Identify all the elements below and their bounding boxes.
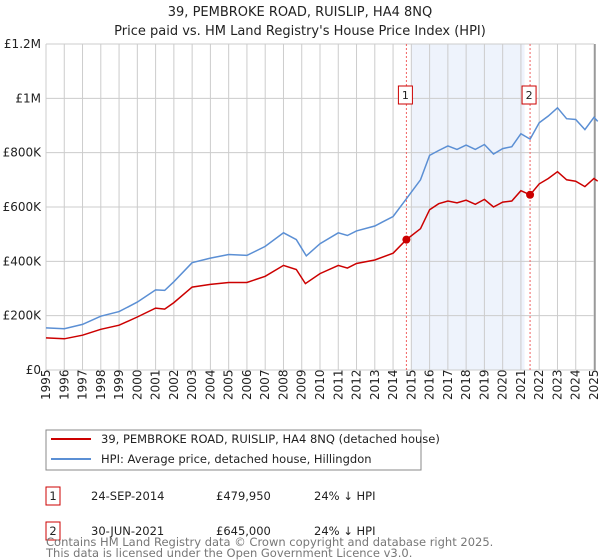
- x-tick-label: 2010: [313, 369, 327, 400]
- legend: 39, PEMBROKE ROAD, RUISLIP, HA4 8NQ (det…: [45, 429, 440, 471]
- x-tick-label: 2012: [350, 369, 364, 400]
- sale-price: £479,950: [216, 489, 271, 503]
- sale-row-2: 2 30-JUN-2021 £645,000 24% ↓ HPI: [45, 521, 375, 541]
- x-tick-label: 2025: [587, 369, 600, 400]
- sale-marker-label: 2: [526, 89, 533, 102]
- series-line-property: [45, 170, 599, 340]
- chart-title: 39, PEMBROKE ROAD, RUISLIP, HA4 8NQ: [168, 5, 432, 20]
- x-tick-label: 2015: [404, 369, 418, 400]
- legend-label-hpi: HPI: Average price, detached house, Hill…: [101, 452, 372, 466]
- x-tick-label: 2008: [276, 369, 290, 400]
- x-tick-label: 2001: [149, 369, 163, 400]
- footer-licence: This data is licensed under the Open Gov…: [45, 546, 412, 560]
- x-tick-label: 2002: [167, 369, 181, 400]
- y-tick-label: £800K: [3, 146, 43, 160]
- sale-point: [526, 190, 535, 199]
- x-tick-label: 1997: [76, 369, 90, 400]
- sale-date: 24-SEP-2014: [91, 489, 164, 503]
- y-tick-label: £1.2M: [4, 37, 41, 51]
- x-tick-label: 1999: [112, 369, 126, 400]
- x-tick-label: 2020: [496, 369, 510, 400]
- sales-table: 1 24-SEP-2014 £479,950 24% ↓ HPI 2 30-JU…: [45, 486, 375, 541]
- x-tick-label: 1998: [94, 369, 108, 400]
- chart-subtitle: Price paid vs. HM Land Registry's House …: [114, 24, 486, 39]
- y-tick-label: £200K: [3, 309, 43, 323]
- x-tick-label: 2017: [441, 369, 455, 400]
- x-tick-label: 2003: [185, 369, 199, 400]
- x-tick-label: 2023: [550, 369, 564, 400]
- sale-point: [402, 235, 411, 244]
- sale-number: 1: [49, 489, 56, 503]
- x-tick-label: 2022: [532, 369, 546, 400]
- x-tick-label: 2004: [203, 369, 217, 400]
- footer-copyright: Contains HM Land Registry data © Crown c…: [46, 535, 493, 549]
- sale-marker-label: 1: [402, 89, 409, 102]
- x-tick-label: 2016: [423, 369, 437, 400]
- sale-marker-box: [397, 85, 413, 105]
- x-tick-label: 2005: [222, 369, 236, 400]
- sale-hpi-diff: 24% ↓ HPI: [314, 489, 375, 503]
- x-tick-label: 2018: [459, 369, 473, 400]
- sale-number: 2: [49, 524, 56, 538]
- x-tick-label: 2006: [240, 369, 254, 400]
- sale-price: £645,000: [216, 524, 271, 538]
- series-line-hpi: [45, 106, 599, 330]
- y-tick-label: £400K: [3, 254, 43, 268]
- x-tick-label: 2014: [386, 369, 400, 400]
- legend-label-property: 39, PEMBROKE ROAD, RUISLIP, HA4 8NQ (det…: [101, 432, 440, 446]
- sale-marker-box: [521, 85, 537, 105]
- x-tick-label: 2013: [368, 369, 382, 400]
- y-tick-label: £1M: [15, 91, 41, 105]
- x-tick-label: 2000: [130, 369, 144, 400]
- x-tick-label: 2007: [258, 369, 272, 400]
- y-tick-label: £0: [26, 363, 41, 377]
- sale-date: 30-JUN-2021: [91, 524, 164, 538]
- x-tick-label: 2024: [569, 369, 583, 400]
- x-tick-label: 2019: [477, 369, 491, 400]
- x-tick-label: 1996: [57, 369, 71, 400]
- sale-row-1: 1 24-SEP-2014 £479,950 24% ↓ HPI: [45, 486, 375, 506]
- x-tick-label: 2011: [331, 369, 345, 400]
- sale-hpi-diff: 24% ↓ HPI: [314, 524, 375, 538]
- x-tick-label: 2009: [295, 369, 309, 400]
- x-tick-label: 1995: [39, 369, 53, 400]
- x-tick-label: 2021: [514, 369, 528, 400]
- y-tick-label: £600K: [3, 200, 43, 214]
